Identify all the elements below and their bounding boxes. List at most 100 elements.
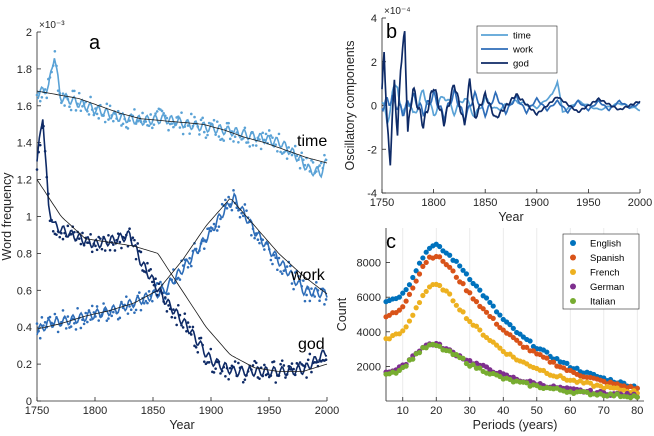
data-point: [530, 348, 537, 354]
data-point: [139, 308, 143, 312]
data-point: [214, 367, 217, 370]
data-point: [125, 295, 128, 298]
trend-line-god: [36, 179, 328, 372]
data-point: [285, 265, 289, 268]
data-point: [142, 302, 146, 305]
data-point: [42, 324, 45, 327]
data-point: [467, 276, 473, 283]
data-point: [310, 370, 313, 374]
legend-label-god: god: [513, 59, 529, 70]
data-point: [58, 235, 62, 239]
x-axis-label: Year: [169, 418, 194, 432]
data-point: [437, 282, 443, 289]
data-point: [151, 126, 154, 130]
data-point: [180, 111, 183, 114]
y-tick-label: 2000: [357, 361, 381, 373]
data-point: [243, 203, 247, 206]
x-tick-label: 20: [430, 405, 442, 417]
data-point: [189, 112, 193, 116]
data-point: [100, 247, 104, 251]
data-point: [154, 277, 157, 280]
x-tick-label: 40: [497, 405, 509, 417]
data-point: [212, 371, 216, 374]
data-point: [155, 293, 159, 297]
data-point: [271, 262, 274, 266]
data-point: [403, 363, 409, 369]
data-point: [87, 113, 91, 116]
data-point: [128, 227, 131, 230]
data-point: [173, 316, 177, 320]
data-point: [193, 115, 196, 119]
data-point: [274, 143, 278, 146]
data-point: [406, 291, 413, 297]
data-point: [300, 151, 304, 155]
data-point: [264, 132, 268, 136]
data-point: [477, 365, 483, 371]
data-point: [207, 361, 211, 364]
data-point: [136, 242, 139, 245]
data-point: [202, 130, 206, 134]
data-point: [289, 264, 292, 268]
data-point: [181, 132, 185, 136]
data-point: [423, 249, 429, 255]
data-point: [66, 315, 70, 318]
data-point: [230, 130, 234, 133]
data-point: [38, 143, 42, 147]
data-point: [74, 328, 78, 331]
data-point: [102, 302, 105, 305]
data-point: [121, 122, 125, 126]
data-point: [76, 306, 79, 310]
x-tick-label: 1950: [257, 405, 281, 417]
data-point: [497, 345, 503, 351]
data-point: [447, 252, 453, 258]
data-point: [214, 133, 217, 136]
x-tick-label: 1900: [525, 197, 549, 209]
y-tick-label: 1.2: [17, 175, 32, 187]
data-point: [250, 233, 253, 237]
data-point: [81, 231, 84, 235]
data-point: [43, 321, 47, 324]
data-point: [84, 311, 88, 315]
data-point: [483, 309, 490, 315]
data-point: [437, 254, 443, 260]
data-point: [497, 312, 503, 318]
data-point: [280, 272, 284, 275]
legend-label-French: French: [590, 268, 620, 279]
data-point: [170, 315, 174, 319]
data-point: [453, 258, 459, 264]
data-point: [220, 202, 224, 206]
data-point: [450, 268, 456, 274]
data-point: [152, 123, 156, 126]
data-point: [406, 282, 413, 288]
data-point: [139, 250, 143, 254]
data-point: [69, 325, 73, 328]
data-point: [175, 323, 178, 327]
data-point: [524, 344, 530, 350]
data-point: [473, 283, 480, 289]
data-point: [95, 305, 99, 308]
data-point: [298, 166, 302, 170]
data-point: [554, 355, 560, 362]
data-point: [473, 299, 480, 305]
panel-a: 1750 1800 1850 1900 1950 2000 0 0.2 0.4 0.6 0.8 1 1.…: [0, 20, 339, 432]
data-point: [490, 315, 496, 321]
data-point: [297, 274, 300, 278]
data-point: [222, 139, 226, 142]
data-point: [507, 351, 513, 357]
data-point: [73, 89, 76, 93]
data-point: [396, 294, 403, 300]
data-point: [198, 133, 201, 136]
data-point: [298, 361, 302, 364]
data-point: [172, 125, 175, 129]
data-point: [35, 93, 39, 97]
data-point: [460, 309, 466, 315]
data-point: [212, 222, 216, 226]
data-point: [303, 299, 307, 303]
data-point: [467, 358, 473, 364]
data-point: [245, 209, 248, 212]
data-point: [35, 322, 39, 325]
data-point: [259, 147, 263, 151]
data-point: [199, 118, 203, 122]
series-label-time: time: [297, 133, 327, 150]
y-tick-label: -2: [367, 144, 377, 156]
